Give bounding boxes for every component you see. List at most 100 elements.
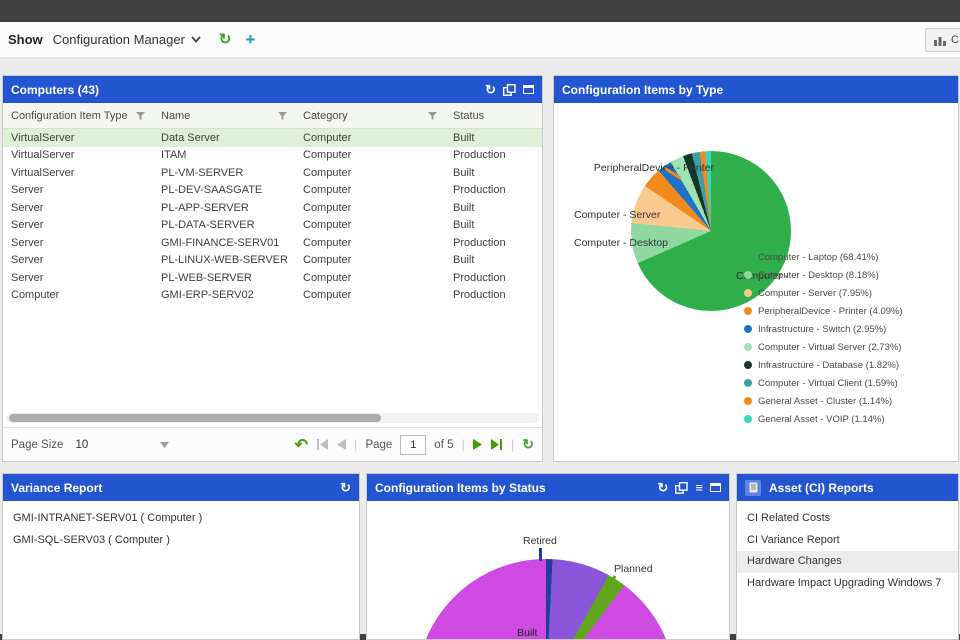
list-item[interactable]: GMI-SQL-SERV03 ( Computer ) bbox=[13, 533, 170, 546]
document-icon bbox=[745, 479, 761, 496]
legend-item[interactable]: Computer - Virtual Server (2.73%) bbox=[744, 338, 903, 356]
last-page-icon[interactable] bbox=[490, 439, 503, 450]
view-selector-dropdown[interactable]: Configuration Manager bbox=[53, 32, 201, 47]
type-pie-chart[interactable] bbox=[631, 151, 791, 311]
popout-icon[interactable] bbox=[503, 83, 516, 96]
legend-dot bbox=[744, 325, 752, 333]
list-item[interactable]: CI Variance Report bbox=[747, 533, 840, 546]
pagination-bar: Page Size 10 ↶ | Page of 5 | | ↻ bbox=[3, 427, 542, 461]
next-page-icon[interactable] bbox=[472, 439, 482, 450]
filter-icon[interactable] bbox=[136, 111, 145, 120]
list-icon[interactable]: ≡ bbox=[695, 480, 703, 495]
legend-dot bbox=[744, 361, 752, 369]
legend-dot bbox=[744, 307, 752, 315]
legend-item[interactable]: Infrastructure - Database (1.82%) bbox=[744, 356, 903, 374]
page-size-value[interactable]: 10 bbox=[75, 438, 89, 451]
variance-panel-header: Variance Report ↻ bbox=[3, 474, 359, 501]
scrollbar-thumb[interactable] bbox=[9, 414, 381, 422]
table-row[interactable]: VirtualServer ITAM Computer Production bbox=[3, 147, 542, 165]
table-row[interactable]: Server PL-APP-SERVER Computer Built bbox=[3, 199, 542, 217]
column-header-status[interactable]: Status bbox=[453, 109, 485, 122]
legend-label: PeripheralDevice - Printer (4.09%) bbox=[758, 305, 903, 317]
charts-button[interactable]: C bbox=[925, 28, 960, 52]
refresh-icon[interactable]: ↻ bbox=[485, 82, 496, 97]
reports-panel: Asset (CI) Reports CI Related Costs CI Va… bbox=[736, 473, 959, 640]
cell-category: Computer bbox=[303, 201, 352, 214]
cell-name: GMI-FINANCE-SERV01 bbox=[161, 236, 280, 249]
table-row[interactable]: VirtualServer PL-VM-SERVER Computer Built bbox=[3, 164, 542, 182]
column-header-type[interactable]: Configuration Item Type bbox=[3, 103, 153, 128]
label-connector bbox=[539, 548, 542, 561]
cell-category: Computer bbox=[303, 236, 352, 249]
cell-category: Computer bbox=[303, 289, 352, 302]
divider: | bbox=[354, 437, 358, 452]
filter-icon[interactable] bbox=[278, 111, 287, 120]
cell-type: Server bbox=[11, 184, 44, 197]
maximize-icon[interactable] bbox=[710, 483, 721, 492]
filter-icon[interactable] bbox=[428, 111, 437, 120]
cell-name: PL-VM-SERVER bbox=[161, 166, 244, 179]
list-item[interactable]: Hardware Impact Upgrading Windows 7 bbox=[747, 576, 942, 589]
cell-category: Computer bbox=[303, 271, 352, 284]
first-page-icon[interactable] bbox=[316, 439, 329, 450]
show-label: Show bbox=[8, 32, 43, 47]
list-item[interactable]: GMI-INTRANET-SERV01 ( Computer ) bbox=[13, 512, 203, 524]
cell-name: PL-DATA-SERVER bbox=[161, 219, 255, 232]
variance-panel-title: Variance Report bbox=[11, 480, 103, 495]
bar-chart-icon bbox=[934, 36, 947, 46]
legend-label: Computer - Laptop (68.41%) bbox=[758, 251, 879, 263]
computers-panel: Computers (43) ↻ Configuration Item Type… bbox=[2, 75, 543, 462]
legend-item[interactable]: PeripheralDevice - Printer (4.09%) bbox=[744, 302, 903, 320]
refresh-icon[interactable]: ↻ bbox=[218, 31, 232, 48]
legend-item[interactable]: Computer - Virtual Client (1.59%) bbox=[744, 374, 903, 392]
add-widget-icon[interactable]: + bbox=[245, 30, 256, 49]
legend-item[interactable]: Computer - Desktop (8.18%) bbox=[744, 266, 903, 284]
cell-type: Server bbox=[11, 271, 44, 284]
column-header-name[interactable]: Name bbox=[153, 103, 295, 128]
computers-table-header: Configuration Item Type Name Category St… bbox=[3, 103, 542, 129]
list-item[interactable]: Hardware Changes bbox=[737, 551, 958, 573]
chevron-down-icon[interactable] bbox=[160, 441, 170, 448]
table-row[interactable]: Server PL-DATA-SERVER Computer Built bbox=[3, 217, 542, 235]
legend-dot bbox=[744, 397, 752, 405]
table-row[interactable]: Computer GMI-ERP-SERV02 Computer Production bbox=[3, 287, 542, 305]
refresh-icon[interactable]: ↻ bbox=[657, 480, 669, 495]
list-item[interactable]: CI Related Costs bbox=[747, 512, 831, 524]
legend-dot bbox=[744, 343, 752, 351]
status-panel-title: Configuration Items by Status bbox=[375, 480, 546, 495]
column-header-category[interactable]: Category bbox=[295, 103, 445, 128]
refresh-icon[interactable]: ↻ bbox=[340, 480, 351, 495]
legend-item[interactable]: General Asset - VOIP (1.14%) bbox=[744, 410, 903, 428]
maximize-icon[interactable] bbox=[523, 85, 534, 94]
legend-item[interactable]: Computer - Server (7.95%) bbox=[744, 284, 903, 302]
legend-label: Computer - Server (7.95%) bbox=[758, 287, 873, 299]
status-chart-panel: Configuration Items by Status ↻ ≡ Retire… bbox=[366, 473, 730, 640]
cell-status: Production bbox=[453, 236, 506, 249]
legend-item[interactable]: General Asset - Cluster (1.14%) bbox=[744, 392, 903, 410]
horizontal-scrollbar bbox=[6, 413, 539, 423]
cell-category: Computer bbox=[303, 149, 352, 162]
table-row[interactable]: Server GMI-FINANCE-SERV01 Computer Producti… bbox=[3, 234, 542, 252]
legend-item[interactable]: Infrastructure - Switch (2.95%) bbox=[744, 320, 903, 338]
previous-page-icon[interactable] bbox=[337, 439, 347, 450]
cell-name: PL-APP-SERVER bbox=[161, 201, 249, 214]
page-number-input[interactable] bbox=[400, 434, 427, 455]
legend-label: Infrastructure - Switch (2.95%) bbox=[758, 323, 887, 335]
cell-status: Built bbox=[453, 131, 475, 144]
divider: | bbox=[510, 437, 515, 452]
undo-icon[interactable]: ↶ bbox=[294, 436, 309, 454]
cell-name: PL-WEB-SERVER bbox=[161, 271, 252, 284]
computers-panel-header: Computers (43) ↻ bbox=[3, 76, 542, 103]
table-row[interactable]: Server PL-WEB-SERVER Computer Production bbox=[3, 269, 542, 287]
legend-item[interactable]: Computer - Laptop (68.41%) bbox=[744, 248, 903, 266]
legend-label: General Asset - VOIP (1.14%) bbox=[758, 413, 885, 425]
refresh-icon[interactable]: ↻ bbox=[522, 436, 534, 452]
cell-name: ITAM bbox=[161, 149, 187, 162]
reports-list: CI Related Costs CI Variance Report Hardwa… bbox=[737, 501, 958, 594]
popout-icon[interactable] bbox=[675, 481, 689, 494]
view-selector-value: Configuration Manager bbox=[52, 32, 185, 47]
table-row[interactable]: Server PL-LINUX-WEB-SERVER Computer Built bbox=[3, 252, 542, 270]
table-row[interactable]: VirtualServer Data Server Computer Built bbox=[3, 129, 542, 147]
computers-table-body: VirtualServer Data Server Computer Built Vir… bbox=[3, 129, 542, 304]
table-row[interactable]: Server PL-DEV-SAASGATE Computer Production bbox=[3, 182, 542, 200]
